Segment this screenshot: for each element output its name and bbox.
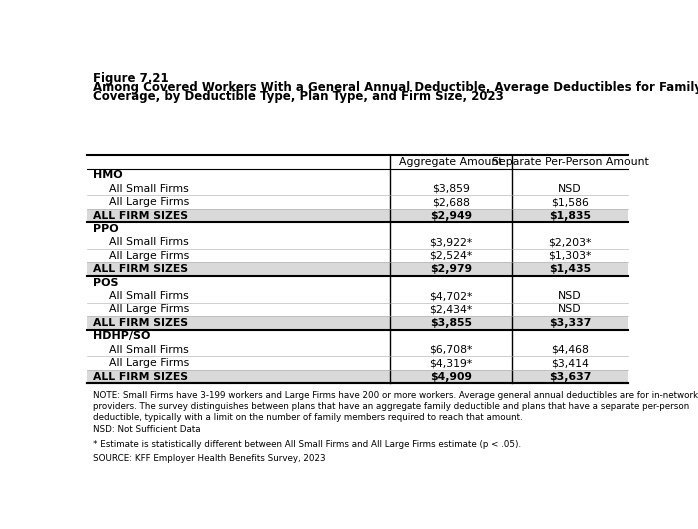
Text: $1,835: $1,835 [549,211,591,221]
Text: $2,434*: $2,434* [429,304,473,314]
Text: deductible, typically with a limit on the number of family members required to r: deductible, typically with a limit on th… [93,413,522,422]
Text: NSD: NSD [558,291,582,301]
Text: $2,203*: $2,203* [549,238,592,248]
Text: $2,979: $2,979 [430,264,472,274]
Text: $4,702*: $4,702* [429,291,473,301]
Text: ALL FIRM SIZES: ALL FIRM SIZES [93,371,188,381]
Text: HDHP/SO: HDHP/SO [93,331,150,341]
Text: Aggregate Amount: Aggregate Amount [399,157,503,167]
Text: $2,688: $2,688 [432,197,470,207]
Text: POS: POS [93,278,118,288]
Text: NSD: NSD [558,304,582,314]
Text: $3,922*: $3,922* [429,238,473,248]
Text: All Small Firms: All Small Firms [109,184,188,194]
Text: ALL FIRM SIZES: ALL FIRM SIZES [93,318,188,328]
Text: All Small Firms: All Small Firms [109,291,188,301]
Text: All Large Firms: All Large Firms [109,251,189,261]
Text: All Large Firms: All Large Firms [109,304,189,314]
Text: providers. The survey distinguishes between plans that have an aggregate family : providers. The survey distinguishes betw… [93,402,689,411]
Text: $2,524*: $2,524* [429,251,473,261]
FancyBboxPatch shape [87,262,628,276]
Text: All Large Firms: All Large Firms [109,197,189,207]
FancyBboxPatch shape [87,209,628,222]
Text: $3,859: $3,859 [432,184,470,194]
Text: NSD: NSD [558,184,582,194]
Text: $4,909: $4,909 [430,371,472,381]
Text: Coverage, by Deductible Type, Plan Type, and Firm Size, 2023: Coverage, by Deductible Type, Plan Type,… [93,90,503,103]
Text: SOURCE: KFF Employer Health Benefits Survey, 2023: SOURCE: KFF Employer Health Benefits Sur… [93,454,325,463]
Text: ALL FIRM SIZES: ALL FIRM SIZES [93,264,188,274]
Text: $6,708*: $6,708* [429,345,473,354]
Text: * Estimate is statistically different between All Small Firms and All Large Firm: * Estimate is statistically different be… [93,440,521,449]
Text: All Small Firms: All Small Firms [109,345,188,354]
FancyBboxPatch shape [87,316,628,330]
Text: $3,337: $3,337 [549,318,591,328]
Text: $3,414: $3,414 [551,358,589,368]
Text: All Small Firms: All Small Firms [109,238,188,248]
Text: All Large Firms: All Large Firms [109,358,189,368]
Text: $4,319*: $4,319* [429,358,473,368]
Text: Figure 7.21: Figure 7.21 [93,72,168,86]
Text: $1,303*: $1,303* [549,251,592,261]
Text: PPO: PPO [93,224,118,234]
Text: Separate Per-Person Amount: Separate Per-Person Amount [491,157,648,167]
Text: $3,637: $3,637 [549,371,591,381]
Text: Among Covered Workers With a General Annual Deductible, Average Deductibles for : Among Covered Workers With a General Ann… [93,80,698,94]
Text: HMO: HMO [93,170,122,180]
Text: $2,949: $2,949 [430,211,472,221]
Text: NOTE: Small Firms have 3-199 workers and Large Firms have 200 or more workers. A: NOTE: Small Firms have 3-199 workers and… [93,390,698,399]
Text: $1,435: $1,435 [549,264,591,274]
Text: $4,468: $4,468 [551,345,589,354]
Text: ALL FIRM SIZES: ALL FIRM SIZES [93,211,188,221]
Text: $3,855: $3,855 [430,318,472,328]
FancyBboxPatch shape [87,370,628,383]
Text: NSD: Not Sufficient Data: NSD: Not Sufficient Data [93,425,200,434]
Text: $1,586: $1,586 [551,197,589,207]
